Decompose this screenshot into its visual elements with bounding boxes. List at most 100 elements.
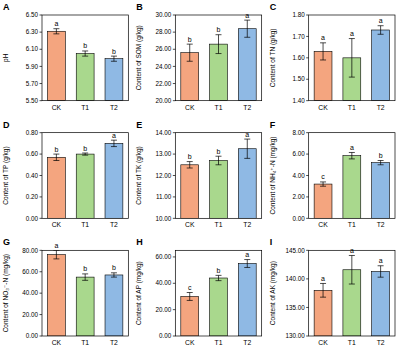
error-bar: [82, 153, 88, 155]
y-tick: [40, 15, 43, 16]
x-tick-label: CK: [52, 339, 62, 346]
y-tick: [40, 314, 43, 315]
plot-frame: [309, 250, 395, 336]
panel-title: I: [270, 237, 273, 247]
error-bar: [82, 51, 88, 56]
y-tick: [40, 32, 43, 33]
x-tick-label: T1: [215, 221, 223, 228]
plot-frame: [42, 133, 128, 219]
error-line: [247, 20, 248, 37]
significance-letter: b: [83, 42, 87, 49]
y-tick: [40, 83, 43, 84]
marks: [47, 29, 122, 101]
error-cap: [349, 255, 355, 256]
error-line: [351, 255, 352, 284]
significance-letter: b: [112, 48, 116, 55]
significance-letter: b: [112, 264, 116, 271]
x-tick-label: CK: [52, 221, 62, 228]
bar: [181, 296, 199, 336]
marks: [181, 139, 256, 218]
y-tick: [40, 196, 43, 197]
error-cap: [82, 155, 88, 156]
y-tick: [40, 271, 43, 272]
error-bar: [53, 250, 59, 259]
error-cap: [216, 53, 222, 54]
error-cap: [320, 59, 326, 60]
y-tick-label: 28.00: [156, 28, 172, 35]
significance-letter: a: [379, 17, 383, 24]
significance-letter: c: [321, 173, 325, 180]
error-cap: [216, 156, 222, 157]
y-tick-label: 0.00: [292, 215, 305, 222]
error-bar: [378, 266, 384, 277]
error-bar: [320, 43, 326, 60]
error-line: [189, 162, 190, 168]
error-line: [247, 260, 248, 268]
error-cap: [320, 42, 326, 43]
x-tick-label: T1: [81, 339, 89, 346]
error-line: [351, 152, 352, 158]
y-tick: [306, 154, 309, 155]
error-cap: [187, 300, 193, 301]
error-cap: [349, 38, 355, 39]
error-line: [323, 43, 324, 60]
error-cap: [378, 25, 384, 26]
y-tick: [173, 15, 176, 16]
error-cap: [111, 140, 117, 141]
x-tick-label: T2: [377, 339, 385, 346]
error-bar: [244, 139, 250, 158]
plot-frame: [175, 250, 261, 336]
bar: [47, 157, 65, 218]
y-tick: [173, 309, 176, 310]
y-tick: [40, 336, 43, 337]
bar: [372, 163, 390, 219]
error-cap: [111, 272, 117, 273]
x-tick-label: T2: [377, 221, 385, 228]
y-tick: [173, 100, 176, 101]
panel-title: F: [270, 120, 276, 130]
y-tick-label: 5.70: [26, 80, 39, 87]
error-cap: [244, 20, 250, 21]
error-line: [85, 51, 86, 56]
error-line: [351, 39, 352, 78]
error-bar: [53, 29, 59, 34]
plot-frame: [175, 133, 261, 219]
y-tick-label: 6.10: [26, 45, 39, 52]
y-tick-label: 4.00: [292, 172, 305, 179]
error-cap: [320, 283, 326, 284]
y-axis-label: pH: [2, 53, 10, 62]
error-bar: [378, 161, 384, 165]
x-tick-label: T2: [110, 221, 118, 228]
y-tick: [306, 100, 309, 101]
panel: FContent of NH₄⁺-N (mg/kg)0.002.004.006.…: [269, 120, 395, 229]
x-tick-label: T2: [243, 104, 251, 111]
panel-title: A: [3, 2, 10, 12]
x-tick-label: CK: [185, 339, 195, 346]
marks: [181, 20, 256, 101]
error-bar: [111, 273, 117, 277]
significance-letter: b: [217, 148, 221, 155]
significance-letter: a: [54, 242, 58, 249]
x-tick-label: T2: [243, 339, 251, 346]
error-cap: [82, 273, 88, 274]
error-cap: [349, 158, 355, 159]
y-tick: [306, 15, 309, 16]
y-tick: [40, 100, 43, 101]
x-tick-label: T1: [348, 104, 356, 111]
y-tick-label: 13.00: [156, 150, 172, 157]
marks: [314, 152, 389, 218]
error-line: [247, 139, 248, 158]
bar: [47, 31, 65, 100]
error-cap: [216, 164, 222, 165]
panel: BContent of SOM (g/kg)20.0022.0024.0026.…: [135, 2, 261, 111]
panel-title: G: [3, 237, 10, 247]
error-cap: [187, 161, 193, 162]
marks: [314, 26, 389, 101]
panel: CContent of TN (g/kg)1.401.501.601.701.8…: [269, 2, 395, 111]
y-tick-label: 8.00: [292, 129, 305, 136]
y-axis-label: Content of AP (mg/kg): [135, 261, 143, 325]
bar: [372, 271, 390, 336]
bar: [343, 156, 361, 219]
bar: [210, 161, 228, 219]
error-bar: [187, 162, 193, 168]
